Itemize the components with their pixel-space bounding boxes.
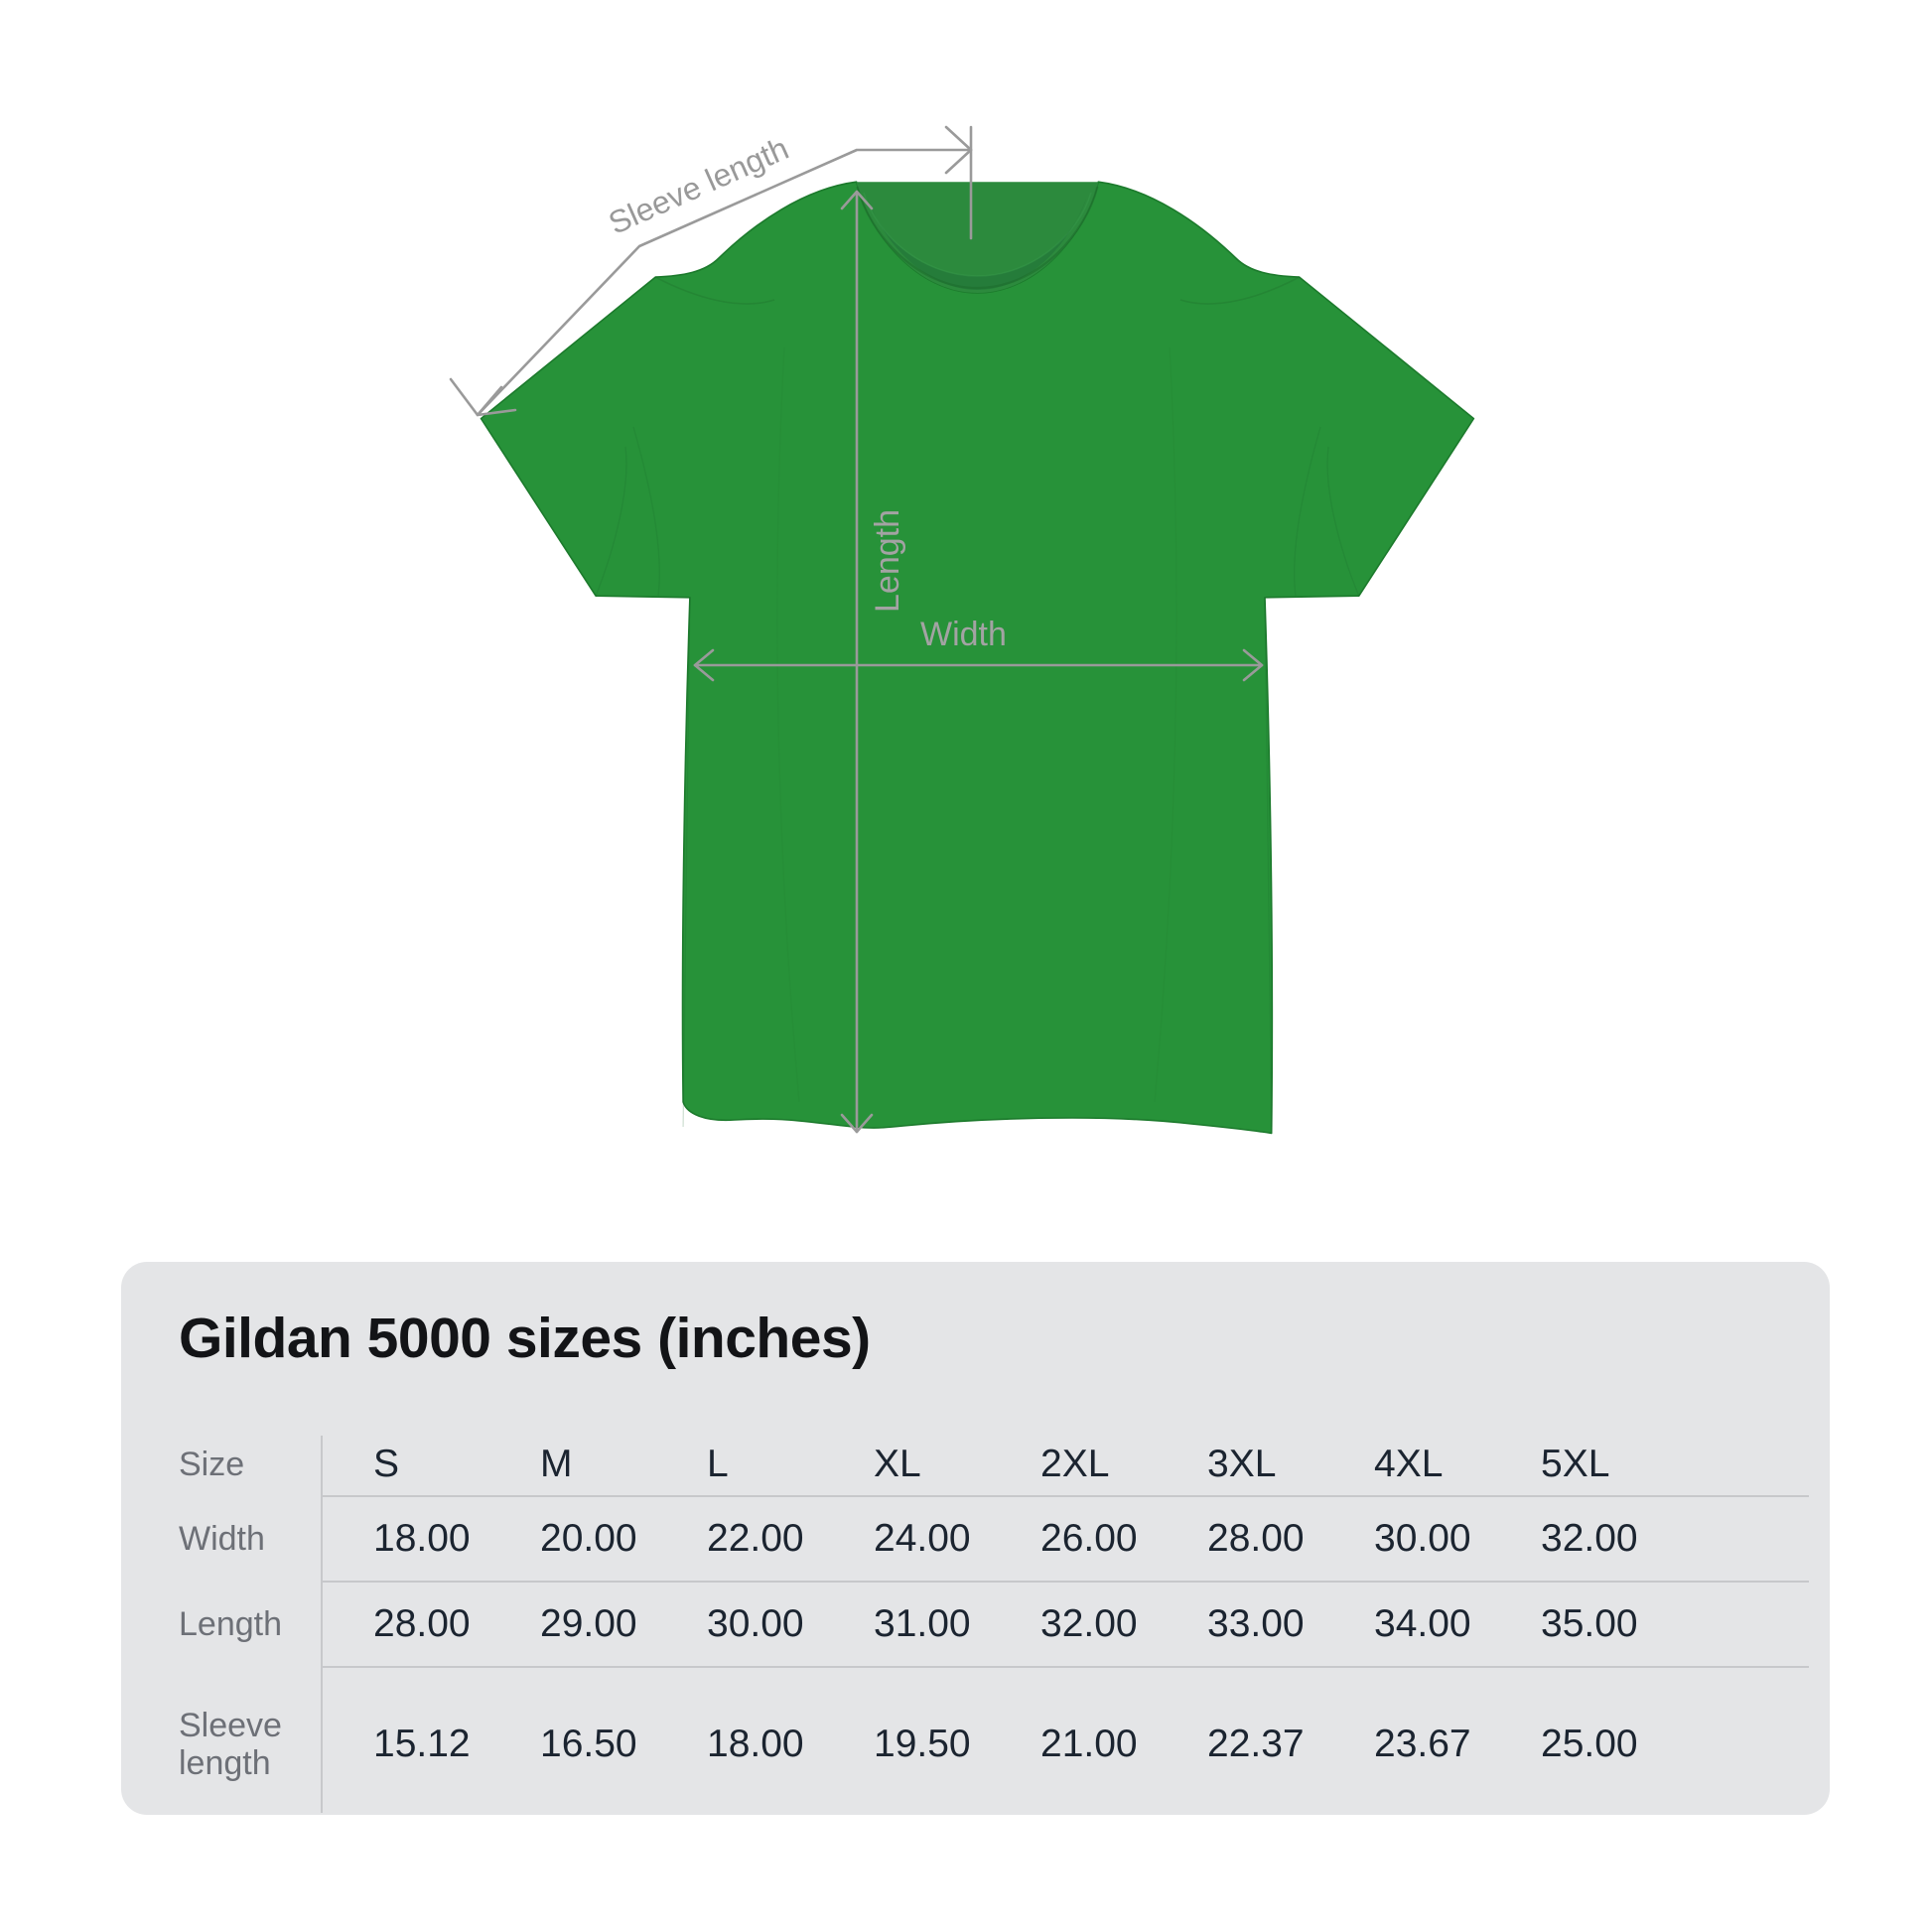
svg-text:Length: Length <box>869 509 906 613</box>
svg-text:Sleeve length: Sleeve length <box>604 130 794 241</box>
svg-text:Width: Width <box>920 616 1007 653</box>
